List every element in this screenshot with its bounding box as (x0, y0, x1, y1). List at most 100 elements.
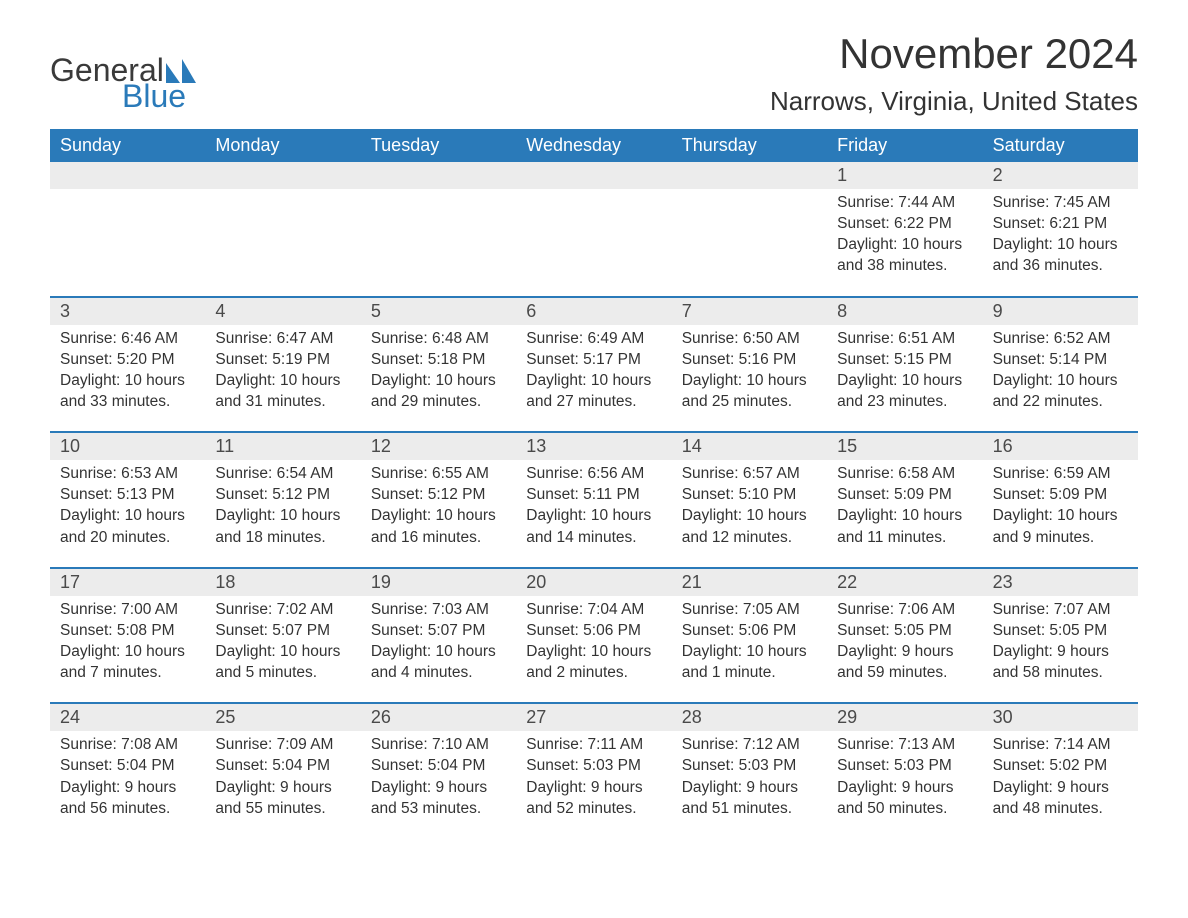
daylight1-text: Daylight: 10 hours (993, 235, 1128, 255)
day-cell: 22Sunrise: 7:06 AMSunset: 5:05 PMDayligh… (827, 569, 982, 703)
sunrise-text: Sunrise: 7:44 AM (837, 193, 972, 213)
day-cell: 24Sunrise: 7:08 AMSunset: 5:04 PMDayligh… (50, 704, 205, 838)
day-cell: 18Sunrise: 7:02 AMSunset: 5:07 PMDayligh… (205, 569, 360, 703)
day-cell: 19Sunrise: 7:03 AMSunset: 5:07 PMDayligh… (361, 569, 516, 703)
day-number (672, 162, 827, 189)
title-block: November 2024 Narrows, Virginia, United … (770, 30, 1138, 117)
day-details: Sunrise: 6:55 AMSunset: 5:12 PMDaylight:… (361, 460, 516, 548)
day-details: Sunrise: 7:11 AMSunset: 5:03 PMDaylight:… (516, 731, 671, 819)
week-row: 24 Sunrise: 7:08 AM Sunset: 5:04 PM Dayligh… (50, 702, 1138, 838)
sunrise-text: Sunrise: 6:55 AM (371, 464, 506, 484)
daylight1-text: Daylight: 10 hours (837, 506, 972, 526)
day-cell: 26Sunrise: 7:10 AMSunset: 5:04 PMDayligh… (361, 704, 516, 838)
daylight1-text: Daylight: 10 hours (993, 506, 1128, 526)
sunset-text: Sunset: 5:11 PM (526, 485, 661, 505)
day-details: Sunrise: 7:04 AMSunset: 5:06 PMDaylight:… (516, 596, 671, 684)
day-details: Sunrise: 6:49 AMSunset: 5:17 PMDaylight:… (516, 325, 671, 413)
sunset-text: Sunset: 5:14 PM (993, 350, 1128, 370)
day-number: 25 (205, 704, 360, 731)
sunrise-text: Sunrise: 6:52 AM (993, 329, 1128, 349)
sunset-text: Sunset: 5:04 PM (215, 756, 350, 776)
day-cell: 29Sunrise: 7:13 AMSunset: 5:03 PMDayligh… (827, 704, 982, 838)
sunset-text: Sunset: 5:03 PM (682, 756, 817, 776)
day-cell: 27Sunrise: 7:11 AMSunset: 5:03 PMDayligh… (516, 704, 671, 838)
day-details: Sunrise: 6:47 AMSunset: 5:19 PMDaylight:… (205, 325, 360, 413)
sunrise-text: Sunrise: 6:57 AM (682, 464, 817, 484)
sunrise-text: Sunrise: 7:05 AM (682, 600, 817, 620)
sunset-text: Sunset: 5:12 PM (371, 485, 506, 505)
daylight1-text: Daylight: 10 hours (371, 642, 506, 662)
day-details: Sunrise: 6:53 AMSunset: 5:13 PMDaylight:… (50, 460, 205, 548)
daylight2-text: and 4 minutes. (371, 663, 506, 683)
daylight1-text: Daylight: 10 hours (60, 642, 195, 662)
daylight2-text: and 7 minutes. (60, 663, 195, 683)
daylight1-text: Daylight: 10 hours (682, 371, 817, 391)
day-details: Sunrise: 6:54 AMSunset: 5:12 PMDaylight:… (205, 460, 360, 548)
day-cell (205, 162, 360, 296)
sunset-text: Sunset: 5:07 PM (215, 621, 350, 641)
day-number: 18 (205, 569, 360, 596)
sunset-text: Sunset: 5:06 PM (682, 621, 817, 641)
sunset-text: Sunset: 5:12 PM (215, 485, 350, 505)
daylight1-text: Daylight: 10 hours (837, 235, 972, 255)
daylight2-text: and 25 minutes. (682, 392, 817, 412)
week-row: 10Sunrise: 6:53 AMSunset: 5:13 PMDayligh… (50, 431, 1138, 567)
daylight2-text: and 5 minutes. (215, 663, 350, 683)
sunset-text: Sunset: 5:09 PM (837, 485, 972, 505)
day-details: Sunrise: 7:05 AMSunset: 5:06 PMDaylight:… (672, 596, 827, 684)
location-subtitle: Narrows, Virginia, United States (770, 86, 1138, 117)
daylight2-text: and 18 minutes. (215, 528, 350, 548)
day-details: Sunrise: 7:00 AMSunset: 5:08 PMDaylight:… (50, 596, 205, 684)
week-row: 3Sunrise: 6:46 AMSunset: 5:20 PMDaylight… (50, 296, 1138, 432)
day-details: Sunrise: 6:48 AMSunset: 5:18 PMDaylight:… (361, 325, 516, 413)
day-number: 8 (827, 298, 982, 325)
day-number: 28 (672, 704, 827, 731)
daylight2-text: and 59 minutes. (837, 663, 972, 683)
day-cell: 4Sunrise: 6:47 AMSunset: 5:19 PMDaylight… (205, 298, 360, 432)
day-cell: 12Sunrise: 6:55 AMSunset: 5:12 PMDayligh… (361, 433, 516, 567)
daylight1-text: Daylight: 10 hours (526, 642, 661, 662)
daylight1-text: Daylight: 10 hours (682, 506, 817, 526)
daylight1-text: Daylight: 10 hours (215, 506, 350, 526)
daylight2-text: and 20 minutes. (60, 528, 195, 548)
sunrise-text: Sunrise: 7:06 AM (837, 600, 972, 620)
day-number: 24 (50, 704, 205, 731)
sunrise-text: Sunrise: 7:11 AM (526, 735, 661, 755)
daylight1-text: Daylight: 9 hours (526, 778, 661, 798)
daylight2-text: and 9 minutes. (993, 528, 1128, 548)
sunrise-text: Sunrise: 7:09 AM (215, 735, 350, 755)
week-row: 1Sunrise: 7:44 AMSunset: 6:22 PMDaylight… (50, 162, 1138, 296)
sunset-text: Sunset: 5:20 PM (60, 350, 195, 370)
sunrise-text: Sunrise: 6:46 AM (60, 329, 195, 349)
daylight2-text: and 29 minutes. (371, 392, 506, 412)
sunrise-text: Sunrise: 7:08 AM (60, 735, 195, 755)
day-number: 21 (672, 569, 827, 596)
sunset-text: Sunset: 5:05 PM (837, 621, 972, 641)
day-details: Sunrise: 6:46 AMSunset: 5:20 PMDaylight:… (50, 325, 205, 413)
daylight2-text: and 22 minutes. (993, 392, 1128, 412)
day-cell: 20Sunrise: 7:04 AMSunset: 5:06 PMDayligh… (516, 569, 671, 703)
day-number (361, 162, 516, 189)
sunrise-text: Sunrise: 7:07 AM (993, 600, 1128, 620)
sunrise-text: Sunrise: 7:00 AM (60, 600, 195, 620)
sunset-text: Sunset: 6:21 PM (993, 214, 1128, 234)
weekday-header: Tuesday (361, 129, 516, 162)
day-cell: 21Sunrise: 7:05 AMSunset: 5:06 PMDayligh… (672, 569, 827, 703)
sunrise-text: Sunrise: 7:02 AM (215, 600, 350, 620)
daylight2-text: and 48 minutes. (993, 799, 1128, 819)
day-number: 1 (827, 162, 982, 189)
day-details: Sunrise: 7:45 AMSunset: 6:21 PMDaylight:… (983, 189, 1138, 277)
daylight2-text: and 33 minutes. (60, 392, 195, 412)
day-number: 5 (361, 298, 516, 325)
daylight2-text: and 53 minutes. (371, 799, 506, 819)
daylight1-text: Daylight: 9 hours (993, 642, 1128, 662)
sunrise-text: Sunrise: 7:13 AM (837, 735, 972, 755)
day-cell: 8Sunrise: 6:51 AMSunset: 5:15 PMDaylight… (827, 298, 982, 432)
day-number: 27 (516, 704, 671, 731)
daylight1-text: Daylight: 9 hours (993, 778, 1128, 798)
sunrise-text: Sunrise: 6:51 AM (837, 329, 972, 349)
sunset-text: Sunset: 5:13 PM (60, 485, 195, 505)
day-cell: 28Sunrise: 7:12 AMSunset: 5:03 PMDayligh… (672, 704, 827, 838)
calendar: Sunday Monday Tuesday Wednesday Thursday… (50, 129, 1138, 838)
day-cell (516, 162, 671, 296)
